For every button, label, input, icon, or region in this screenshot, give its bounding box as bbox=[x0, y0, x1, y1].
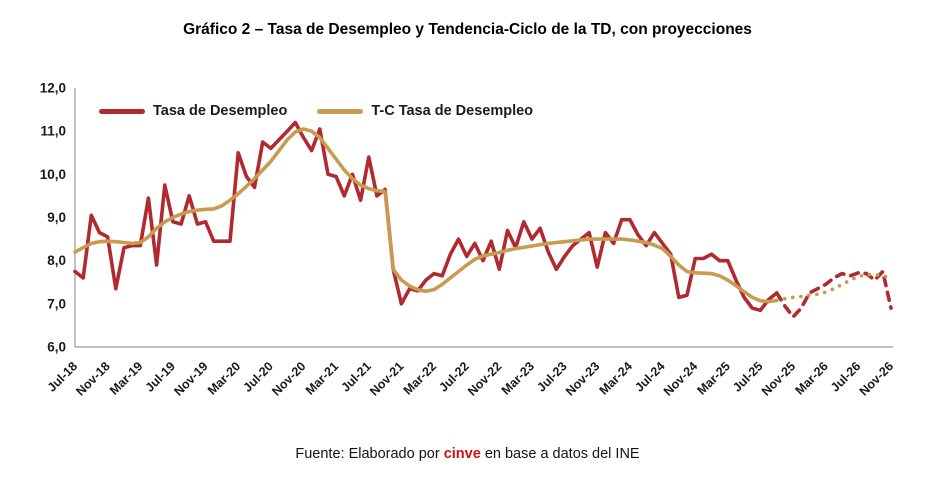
y-axis-tick-labels: 12,0 11,0 10,0 9,0 8,0 7,0 6,0 bbox=[40, 81, 66, 355]
legend-label-tc: T-C Tasa de Desempleo bbox=[371, 103, 534, 119]
x-tick-label: Mar-25 bbox=[695, 359, 733, 397]
x-tick-label: Mar-24 bbox=[597, 359, 635, 397]
source-brand: cinve bbox=[443, 446, 481, 462]
x-axis-tick-labels: Jul-18Nov-18Mar-19Jul-19Nov-19Mar-20Jul-… bbox=[45, 359, 896, 398]
x-tick-label: Mar-21 bbox=[303, 359, 341, 397]
y-tick-label: 11,0 bbox=[40, 124, 66, 139]
legend-item-tc: T-C Tasa de Desempleo bbox=[317, 103, 533, 119]
y-tick-label: 9,0 bbox=[47, 210, 66, 225]
x-tick-label: Nov-26 bbox=[857, 359, 896, 398]
series-projection-tasa-dashed bbox=[775, 269, 893, 319]
y-tick-label: 10,0 bbox=[40, 167, 66, 182]
source-note: Fuente: Elaborado por cinve en base a da… bbox=[0, 446, 935, 462]
y-tick-label: 6,0 bbox=[47, 340, 66, 355]
x-tick-label: Nov-20 bbox=[269, 359, 308, 398]
x-tick-label: Mar-23 bbox=[499, 359, 537, 397]
x-tick-label: Nov-25 bbox=[759, 359, 798, 398]
x-tick-label: Nov-19 bbox=[171, 359, 210, 398]
legend-item-tasa: Tasa de Desempleo bbox=[99, 103, 287, 119]
x-tick-label: Nov-18 bbox=[73, 359, 112, 398]
legend-swatch-tasa-line bbox=[99, 108, 145, 114]
y-tick-label: 8,0 bbox=[47, 253, 66, 268]
x-tick-label: Nov-22 bbox=[465, 359, 504, 398]
series-projection-tc-dotted bbox=[775, 272, 893, 303]
series-line-tasa bbox=[73, 120, 779, 313]
chart-title: Gráfico 2 – Tasa de Desempleo y Tendenci… bbox=[183, 21, 752, 38]
x-tick-label: Nov-24 bbox=[661, 359, 700, 398]
legend-label-tasa: Tasa de Desempleo bbox=[153, 103, 288, 119]
x-tick-label: Nov-23 bbox=[563, 359, 602, 398]
series-line-tc bbox=[73, 127, 779, 304]
x-tick-label: Mar-26 bbox=[792, 359, 830, 397]
legend-swatch-tc-line bbox=[317, 108, 364, 114]
data-series-lines bbox=[73, 120, 893, 319]
y-tick-label: 12,0 bbox=[40, 81, 66, 96]
x-tick-label: Mar-19 bbox=[107, 359, 145, 397]
x-tick-label: Mar-20 bbox=[205, 359, 243, 397]
x-tick-label: Mar-22 bbox=[401, 359, 439, 397]
source-prefix: Fuente: Elaborado por bbox=[295, 446, 444, 462]
x-tick-label: Nov-21 bbox=[367, 359, 406, 398]
chart-legend: Tasa de Desempleo T-C Tasa de Desempleo bbox=[99, 103, 533, 119]
source-suffix: en base a datos del INE bbox=[480, 446, 640, 462]
y-tick-label: 7,0 bbox=[47, 296, 66, 311]
